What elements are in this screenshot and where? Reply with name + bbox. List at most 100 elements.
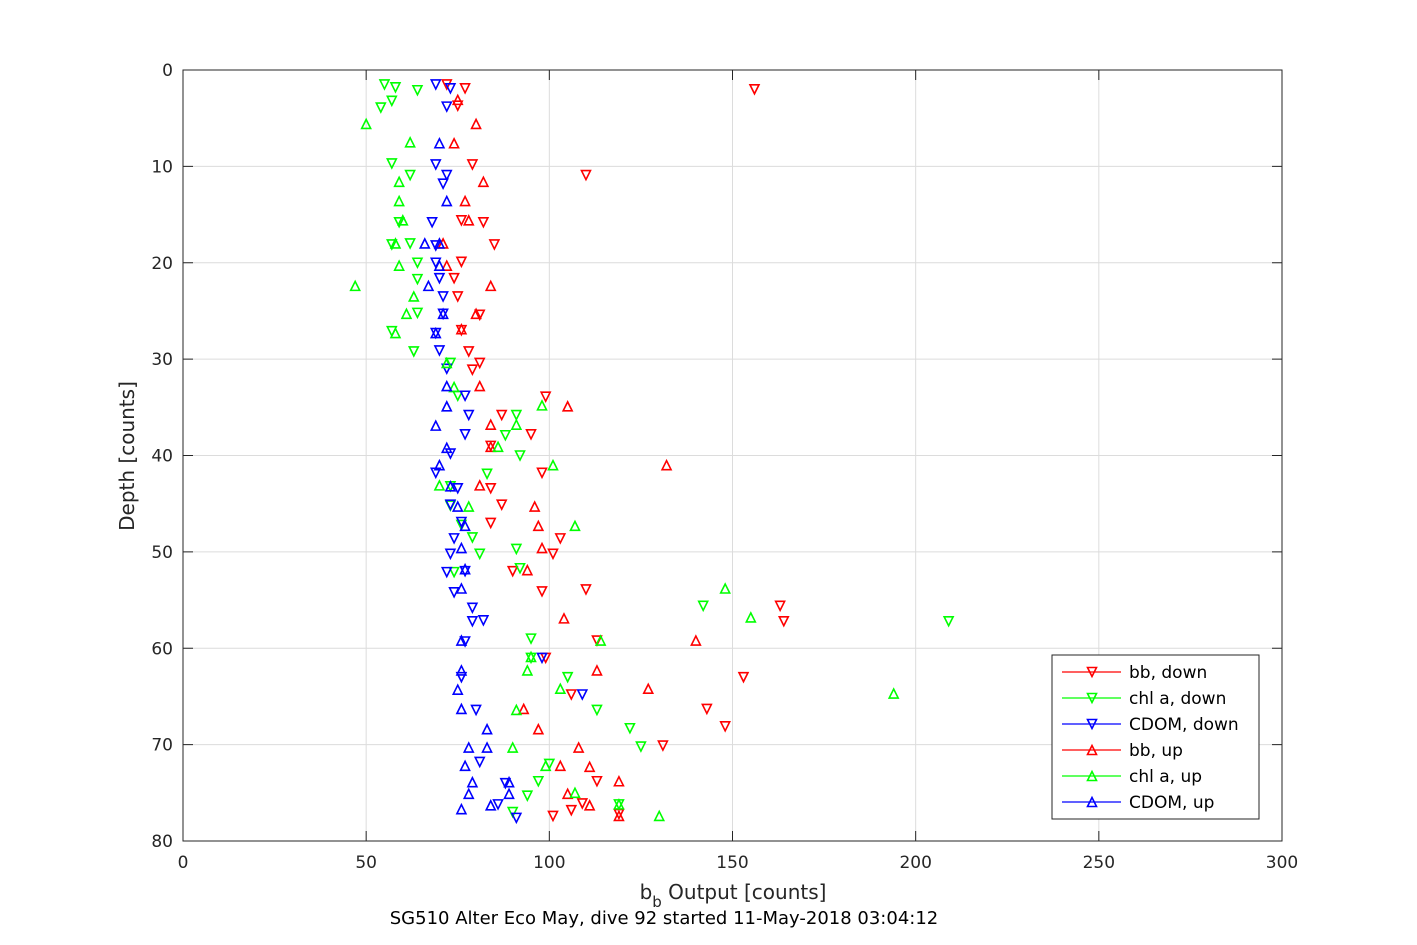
data-point (477, 615, 490, 627)
data-point (506, 741, 519, 753)
data-point (455, 802, 468, 815)
data-point (451, 500, 464, 512)
data-point (455, 702, 468, 715)
y-tick-label: 30 (151, 350, 173, 370)
data-point (444, 83, 457, 95)
data-point (459, 562, 471, 575)
data-point (429, 79, 442, 91)
data-point (411, 84, 424, 97)
data-point (433, 458, 446, 471)
series-bb-up (437, 93, 702, 822)
y-tick-label: 70 (151, 736, 173, 756)
data-point (466, 364, 479, 377)
data-point (466, 775, 479, 788)
data-point (473, 756, 486, 769)
data-point (440, 379, 453, 392)
data-point (492, 440, 504, 453)
data-point (569, 519, 581, 532)
data-point (433, 136, 446, 149)
data-point (561, 787, 574, 800)
data-point (488, 239, 501, 251)
data-point (481, 468, 493, 481)
data-point (459, 636, 471, 648)
data-point (532, 775, 545, 788)
data-point (583, 799, 596, 811)
data-point (517, 702, 530, 715)
data-point (386, 239, 398, 251)
data-point (455, 634, 468, 646)
data-point (440, 363, 453, 376)
data-point (440, 441, 453, 454)
y-tick-label: 10 (151, 157, 173, 177)
data-point (433, 272, 446, 285)
legend: bb, down chl a, down CDOM, down bb, up chl a… (1051, 654, 1260, 820)
x-tick-label: 250 (1083, 853, 1115, 873)
data-point (459, 565, 471, 578)
data-point (495, 409, 508, 422)
data-point (580, 584, 592, 596)
x-tick-label: 0 (178, 853, 189, 873)
data-point (499, 777, 512, 790)
data-point (455, 256, 468, 269)
data-point (455, 516, 468, 529)
data-point (459, 759, 471, 772)
data-point (462, 346, 475, 358)
data-point (536, 541, 548, 554)
data-point (481, 741, 493, 753)
x-tick-labels: 0 50 100 150 200 250 300 (178, 853, 1299, 873)
data-point (473, 357, 486, 370)
data-point (506, 565, 519, 578)
data-point (451, 683, 464, 695)
data-point (473, 309, 486, 322)
y-tick-label: 80 (151, 832, 173, 852)
series-chl-a-up (349, 117, 900, 822)
data-point (455, 541, 468, 554)
data-point (459, 83, 471, 95)
data-point (389, 326, 402, 339)
data-point (594, 634, 607, 646)
data-point (561, 400, 574, 412)
axis-ticks (182, 69, 1283, 842)
legend-label: CDOM, down (1129, 715, 1239, 735)
data-point (492, 799, 504, 811)
data-point (378, 79, 391, 91)
data-point (451, 482, 464, 495)
data-point (429, 326, 442, 339)
y-tick-label: 0 (162, 61, 173, 81)
data-point (466, 602, 479, 615)
data-point (448, 136, 460, 149)
data-point (455, 671, 468, 684)
legend-marker (1086, 743, 1098, 756)
data-point (470, 307, 482, 320)
data-point (393, 216, 405, 229)
data-point (503, 775, 515, 788)
data-point (473, 548, 486, 561)
data-point (386, 158, 398, 170)
data-point (466, 159, 479, 171)
data-point (433, 479, 446, 491)
data-point (495, 499, 508, 511)
data-point (539, 391, 552, 404)
legend-marker (1086, 769, 1098, 782)
data-point (411, 273, 424, 286)
data-point (459, 390, 471, 403)
data-point (459, 519, 471, 532)
x-tick-label: 50 (355, 853, 377, 873)
data-point (448, 587, 460, 599)
data-point (539, 759, 552, 772)
data-point (481, 722, 493, 735)
data-point (404, 238, 416, 250)
data-point (521, 664, 534, 676)
data-point (697, 600, 709, 613)
data-point (642, 682, 655, 695)
data-point (547, 458, 559, 471)
data-point (437, 178, 449, 191)
data-point (657, 740, 669, 752)
data-point (576, 689, 589, 701)
data-point (510, 812, 523, 825)
data-point (444, 499, 457, 511)
data-point (440, 566, 453, 579)
data-point (418, 237, 431, 249)
data-point (466, 532, 479, 544)
